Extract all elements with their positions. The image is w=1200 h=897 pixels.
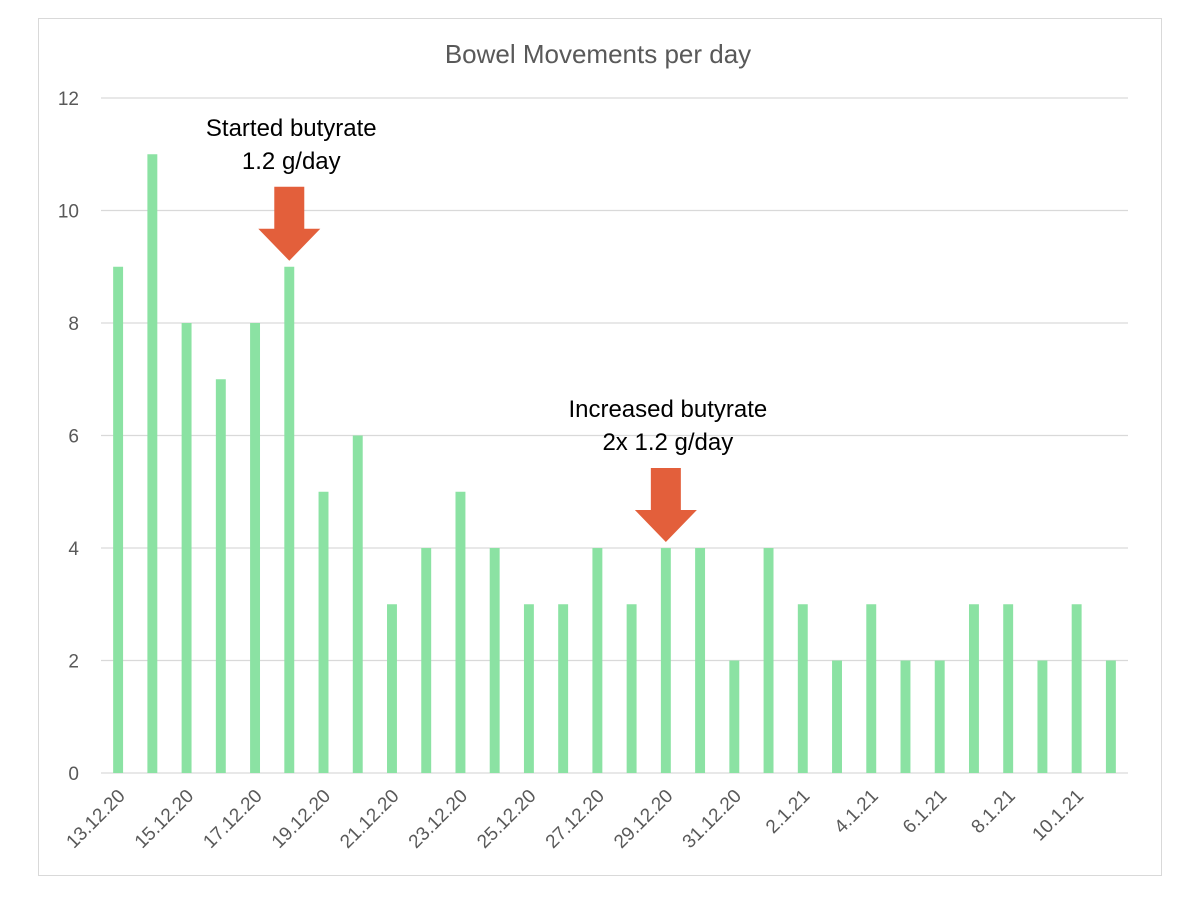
x-tick-label: 8.1.21 [968,786,1020,838]
bar [387,604,397,773]
y-tick-label: 2 [68,652,79,673]
bar [729,660,740,773]
annotation-arrow [634,468,697,542]
x-tick-label: 10.1.21 [1029,786,1089,846]
annotation-text: 1.2 g/day [242,148,341,175]
bar [1071,604,1082,773]
bar [147,154,158,773]
annotation-text: Started butyrate [206,115,377,142]
x-tick-label: 31.12.20 [679,786,746,853]
y-tick-label: 8 [68,314,79,335]
x-tick-label: 2.1.21 [762,786,814,838]
bar [215,379,226,773]
bar [797,604,808,773]
bar [284,266,295,773]
x-tick-label: 4.1.21 [831,786,883,838]
y-tick-label: 0 [68,764,79,785]
bar [900,660,911,773]
y-tick-label: 12 [58,89,79,110]
bar [968,604,979,773]
bar [181,323,192,773]
gridlines [101,97,1128,774]
bar [523,604,534,773]
x-tick-label: 15.12.20 [131,786,198,853]
bar [626,604,637,773]
x-axis-ticks: 13.12.20 15.12.20 17.12.20 19.12.20 21.12.20… [62,786,1088,853]
x-tick-label: 13.12.20 [62,786,129,853]
bar [421,548,432,773]
bar [113,266,124,773]
bar [592,548,603,773]
bar [832,660,842,773]
bar [1105,660,1116,773]
bar [250,323,261,773]
x-tick-label: 25.12.20 [473,786,540,853]
x-tick-label: 19.12.20 [268,786,335,853]
chart-frame [38,18,1162,876]
x-tick-label: 29.12.20 [610,786,677,853]
bar [660,548,671,773]
chart-title: Bowel Movements per day [445,39,751,69]
x-tick-label: 17.12.20 [199,786,266,853]
bar [695,548,706,773]
annotations: Started butyrate 1.2 g/day Increased butyr… [206,115,767,542]
bar [489,548,500,773]
annotation-arrow [258,186,321,261]
y-axis-ticks: 0 2 4 6 8 10 12 [58,89,80,785]
bar [1037,660,1048,773]
bar [455,491,466,773]
x-tick-label: 23.12.20 [405,786,472,853]
y-tick-label: 6 [68,427,79,448]
bars [113,154,1116,773]
bar [763,548,774,773]
annotation-text: Increased butyrate [568,396,767,423]
bar [558,604,569,773]
bar [866,604,877,773]
annotation-text: 2x 1.2 g/day [602,429,733,456]
x-tick-label: 21.12.20 [336,786,403,853]
x-tick-label: 27.12.20 [542,786,609,853]
y-tick-label: 4 [68,539,79,560]
bar [1003,604,1014,773]
x-tick-label: 6.1.21 [899,786,951,838]
bar [352,435,363,773]
y-tick-label: 10 [58,202,79,223]
bar [934,660,945,773]
bar [318,491,329,773]
